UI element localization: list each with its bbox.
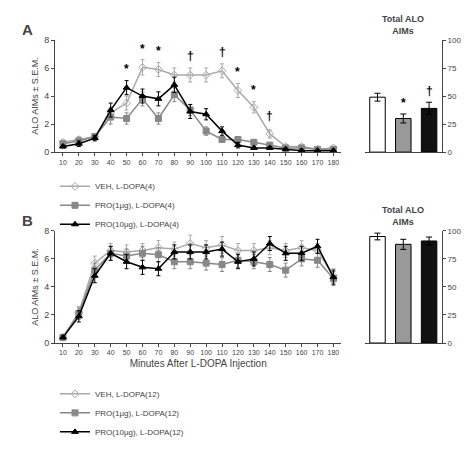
svg-text:140: 140 bbox=[264, 159, 276, 166]
svg-text:60: 60 bbox=[139, 159, 147, 166]
svg-text:*: * bbox=[235, 65, 240, 79]
svg-text:4: 4 bbox=[44, 282, 49, 292]
svg-text:40: 40 bbox=[107, 349, 115, 356]
svg-text:*: * bbox=[140, 42, 145, 56]
svg-text:110: 110 bbox=[216, 349, 227, 356]
svg-text:8: 8 bbox=[44, 35, 49, 45]
svg-text:Minutes After L-DOPA Injection: Minutes After L-DOPA Injection bbox=[130, 358, 267, 369]
svg-text:50: 50 bbox=[123, 159, 131, 166]
svg-text:50: 50 bbox=[123, 349, 131, 356]
svg-text:A: A bbox=[22, 21, 33, 38]
svg-text:25: 25 bbox=[448, 311, 457, 320]
svg-text:70: 70 bbox=[155, 349, 163, 356]
svg-text:0: 0 bbox=[448, 339, 453, 348]
svg-text:4: 4 bbox=[44, 91, 49, 101]
svg-text:VEH, L-DOPA(4): VEH, L-DOPA(4) bbox=[95, 182, 155, 191]
svg-text:6: 6 bbox=[44, 63, 49, 73]
svg-text:20: 20 bbox=[75, 159, 83, 166]
svg-text:130: 130 bbox=[248, 349, 260, 356]
svg-text:25: 25 bbox=[448, 120, 457, 129]
svg-text:†: † bbox=[187, 49, 194, 63]
svg-text:70: 70 bbox=[155, 159, 163, 166]
svg-text:75: 75 bbox=[448, 255, 457, 264]
svg-text:B: B bbox=[22, 212, 33, 229]
svg-text:50: 50 bbox=[448, 283, 457, 292]
svg-text:0: 0 bbox=[44, 147, 49, 157]
svg-text:160: 160 bbox=[296, 159, 308, 166]
svg-text:150: 150 bbox=[280, 159, 292, 166]
svg-text:Total ALOAIMs: Total ALOAIMs bbox=[382, 205, 424, 227]
svg-text:100: 100 bbox=[448, 36, 462, 45]
svg-text:*: * bbox=[251, 83, 256, 97]
svg-text:†: † bbox=[266, 109, 273, 123]
svg-text:170: 170 bbox=[312, 159, 324, 166]
svg-text:100: 100 bbox=[448, 227, 462, 236]
svg-text:VEH, L-DOPA(12): VEH, L-DOPA(12) bbox=[95, 390, 160, 399]
svg-text:120: 120 bbox=[232, 349, 244, 356]
svg-text:120: 120 bbox=[232, 159, 244, 166]
svg-text:75: 75 bbox=[448, 64, 457, 73]
svg-text:10: 10 bbox=[59, 159, 67, 166]
svg-text:170: 170 bbox=[312, 349, 324, 356]
svg-text:0: 0 bbox=[44, 338, 49, 348]
svg-text:130: 130 bbox=[248, 159, 260, 166]
svg-text:20: 20 bbox=[75, 349, 83, 356]
svg-text:2: 2 bbox=[44, 310, 49, 320]
svg-text:†: † bbox=[426, 84, 433, 98]
svg-text:PRO(10µg), L-DOPA(4): PRO(10µg), L-DOPA(4) bbox=[95, 220, 179, 229]
svg-text:90: 90 bbox=[186, 159, 194, 166]
svg-text:PRO(1µg), L-DOPA(12): PRO(1µg), L-DOPA(12) bbox=[95, 409, 179, 418]
svg-text:150: 150 bbox=[280, 349, 292, 356]
svg-text:180: 180 bbox=[328, 159, 340, 166]
svg-text:0: 0 bbox=[448, 148, 453, 157]
svg-text:*: * bbox=[124, 62, 129, 76]
svg-text:*: * bbox=[156, 44, 161, 58]
svg-text:Total ALOAIMs: Total ALOAIMs bbox=[382, 14, 424, 36]
svg-text:80: 80 bbox=[170, 349, 178, 356]
svg-text:2: 2 bbox=[44, 119, 49, 129]
svg-text:100: 100 bbox=[200, 159, 212, 166]
svg-text:40: 40 bbox=[107, 159, 115, 166]
svg-text:50: 50 bbox=[448, 92, 457, 101]
svg-text:160: 160 bbox=[296, 349, 308, 356]
svg-text:100: 100 bbox=[200, 349, 212, 356]
svg-text:180: 180 bbox=[328, 349, 340, 356]
svg-text:ALO AIMs ± S.E.M.: ALO AIMs ± S.E.M. bbox=[30, 57, 40, 134]
svg-text:60: 60 bbox=[139, 349, 147, 356]
svg-text:10: 10 bbox=[59, 349, 67, 356]
svg-text:90: 90 bbox=[186, 349, 194, 356]
svg-text:110: 110 bbox=[216, 159, 227, 166]
svg-text:ALO AIMs ± S.E.M.: ALO AIMs ± S.E.M. bbox=[30, 248, 40, 325]
svg-text:PRO(10µg), L-DOPA(12): PRO(10µg), L-DOPA(12) bbox=[95, 428, 184, 437]
svg-text:80: 80 bbox=[170, 159, 178, 166]
svg-text:6: 6 bbox=[44, 254, 49, 264]
svg-text:30: 30 bbox=[91, 159, 99, 166]
svg-text:140: 140 bbox=[264, 349, 276, 356]
svg-text:†: † bbox=[219, 45, 226, 59]
svg-text:PRO(1µg), L-DOPA(4): PRO(1µg), L-DOPA(4) bbox=[95, 201, 175, 210]
svg-text:30: 30 bbox=[91, 349, 99, 356]
svg-text:8: 8 bbox=[44, 226, 49, 236]
svg-text:*: * bbox=[401, 96, 406, 110]
